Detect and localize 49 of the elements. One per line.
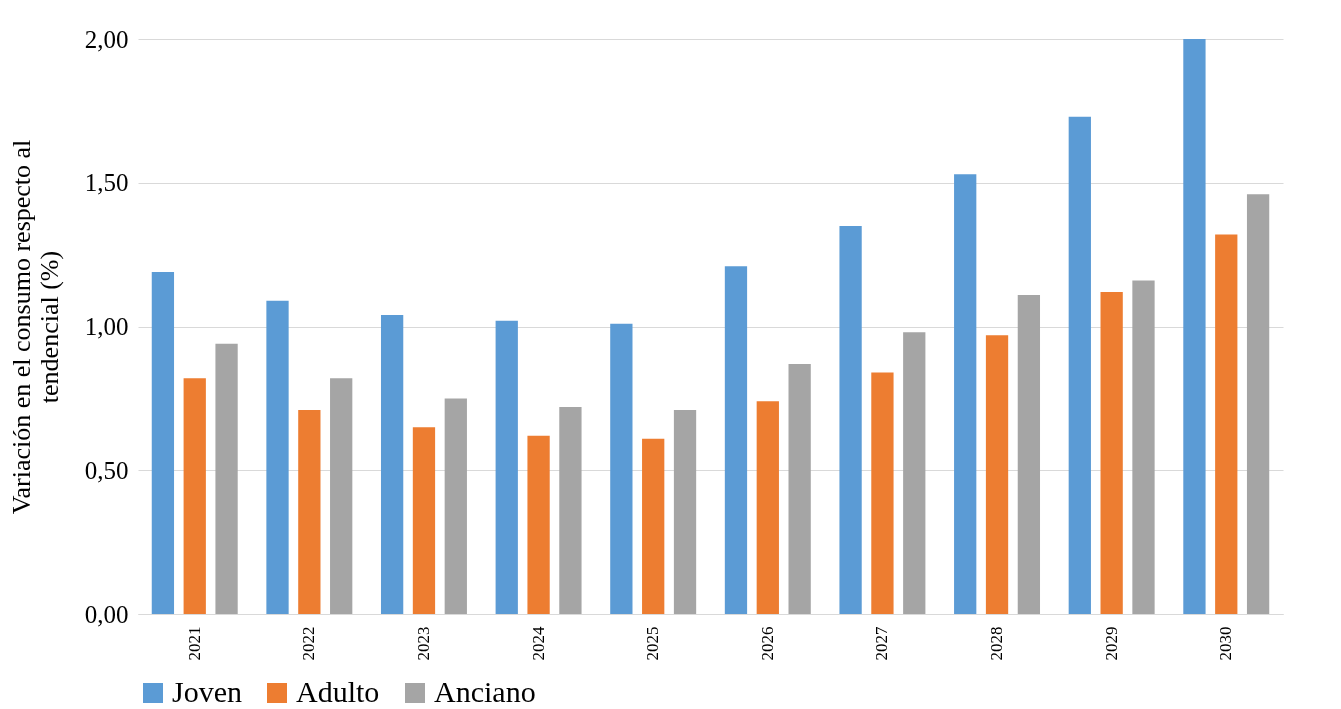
- legend-label: Joven: [172, 675, 242, 708]
- bar: [495, 320, 518, 614]
- x-tick-label: 2024: [528, 626, 548, 661]
- x-tick-label: 2030: [1216, 626, 1236, 661]
- bar: [1017, 294, 1041, 614]
- bar: [985, 335, 1009, 614]
- bar: [298, 409, 321, 614]
- bar: [724, 266, 748, 614]
- y-tick-label: 2,00: [84, 25, 129, 53]
- bar: [527, 435, 550, 614]
- bar: [215, 343, 238, 614]
- bar: [673, 409, 697, 614]
- bar: [1183, 39, 1206, 614]
- bar: [330, 378, 353, 614]
- bar: [183, 378, 206, 614]
- bar: [1068, 116, 1091, 614]
- y-tick-label: 0,50: [84, 456, 129, 484]
- y-tick-label: 1,50: [84, 169, 129, 197]
- x-tick-label: 2028: [987, 626, 1007, 661]
- x-tick-label: 2023: [413, 626, 433, 661]
- bar: [412, 427, 436, 614]
- legend-label: Adulto: [296, 675, 380, 708]
- x-tick-label: 2029: [1101, 626, 1121, 661]
- bar: [1215, 234, 1238, 614]
- bar: [380, 315, 404, 614]
- bar: [642, 438, 665, 614]
- y-axis-title: Variación en el consumo respecto al tendencial (%): [6, 139, 64, 515]
- bar: [954, 174, 977, 614]
- x-tick-label: 2025: [643, 626, 663, 661]
- x-tick-label: 2021: [184, 626, 204, 661]
- bar: [610, 323, 633, 614]
- y-tick-label: 1,00: [84, 313, 129, 340]
- y-tick-label: 0,00: [84, 600, 129, 628]
- bar: [1100, 292, 1123, 614]
- bar: [1246, 194, 1270, 614]
- x-tick-label: 2026: [757, 626, 777, 661]
- bar: [151, 271, 175, 614]
- bar: [444, 398, 467, 614]
- bar: [756, 401, 779, 614]
- bar: [903, 332, 926, 614]
- bar: [266, 300, 289, 614]
- bar: [1132, 280, 1155, 614]
- x-tick-label: 2027: [872, 626, 892, 661]
- bar: [839, 225, 862, 614]
- bar: [788, 363, 811, 614]
- bar: [871, 372, 894, 614]
- legend-label: Anciano: [434, 675, 536, 708]
- bar: [559, 407, 582, 614]
- x-tick-label: 2022: [299, 626, 319, 661]
